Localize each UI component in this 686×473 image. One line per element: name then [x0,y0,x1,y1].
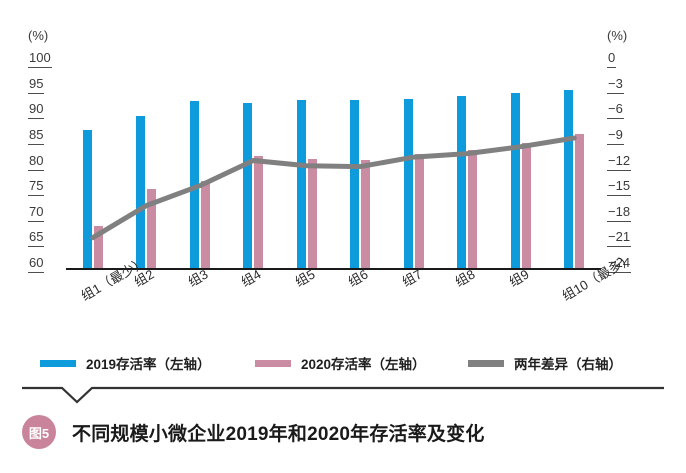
bar-2019 [189,101,199,268]
left-axis-tick-label: 85 [28,127,45,145]
right-axis-tick: −3 [607,76,647,94]
left-axis-tick: 70 [28,204,64,222]
right-axis-tick-label: −6 [607,101,624,120]
bar-2019 [510,92,520,268]
left-axis-tick-label: 90 [28,101,45,120]
right-axis-tick-label: −18 [607,204,632,222]
bar-2019 [82,130,92,268]
left-axis-tick-label: 80 [28,153,45,171]
legend-label: 2020存活率（左轴） [301,357,426,372]
bar-2020 [414,153,424,268]
right-axis-tick: −12 [607,153,647,171]
chart-legend: 2019存活率（左轴） 2020存活率（左轴） 两年差异（右轴） [0,352,686,378]
bar-2019 [403,99,413,268]
left-axis-tick: 95 [28,76,64,94]
bar-2019 [243,103,253,268]
legend-2019[interactable]: 2019存活率（左轴） [40,352,211,374]
right-axis-tick-label: −3 [607,76,624,94]
legend-diff[interactable]: 两年差异（右轴） [468,352,622,374]
right-axis-tick-label: −12 [607,153,632,171]
legend-swatch-icon [40,359,76,367]
left-axis-tick: 85 [28,127,64,145]
legend-2020[interactable]: 2020存活率（左轴） [255,352,426,374]
left-axis-tick-label: 60 [28,255,45,273]
bar-2020 [200,181,210,268]
bar-2019 [457,95,467,268]
left-axis-tick: 60 [28,255,64,273]
left-axis-tick: 65 [28,229,64,248]
left-axis-tick: 80 [28,153,64,171]
legend-swatch-icon [255,359,291,367]
right-axis-tick-label: −9 [607,127,624,145]
left-axis-unit: (%) [28,28,49,43]
left-axis-tick: 75 [28,178,64,197]
right-axis-tick: −9 [607,127,647,145]
right-axis-tick: 0 [607,50,647,68]
bar-2019 [350,100,360,268]
right-axis-tick-label: −21 [607,229,632,248]
x-axis-line [66,268,601,270]
bar-2020 [521,143,531,268]
right-axis-tick-label: 0 [607,50,617,68]
bars-layer [66,60,601,268]
right-axis-tick-label: −15 [607,178,632,197]
left-axis-tick-label: 75 [28,178,45,197]
chart-plot-area: (%) (%) 100 95 90 85 80 75 70 65 60 0 −3 −6 −9 −12 −1… [28,28,647,338]
bar-2020 [147,189,157,268]
bar-2020 [93,226,103,268]
left-axis-tick-label: 70 [28,204,45,222]
right-axis-tick: −15 [607,178,647,197]
legend-label: 两年差异（右轴） [514,357,622,372]
section-divider [22,386,664,406]
right-axis-tick-label: −24 [607,255,632,273]
right-axis-tick: −18 [607,204,647,222]
bar-2020 [575,134,585,268]
bar-2020 [307,158,317,268]
right-axis-unit: (%) [607,28,628,43]
left-axis-tick-label: 65 [28,229,45,248]
left-axis-tick: 90 [28,101,64,120]
right-axis-tick: −21 [607,229,647,248]
legend-label: 2019存活率（左轴） [86,357,211,372]
left-axis-tick: 100 [28,50,64,68]
bar-2019 [296,100,306,268]
legend-swatch-icon [468,359,504,367]
bar-2020 [254,156,264,268]
bar-2019 [136,115,146,268]
x-axis-labels: 组1（最少） 组2 组3 组4 组5 组6 组7 组8 组9 组10（最多） [66,251,636,338]
figure-number-badge: 图5 [22,415,56,449]
bar-2020 [468,150,478,268]
right-axis-tick: −24 [607,255,647,273]
bar-2020 [361,159,371,268]
right-axis-tick: −6 [607,101,647,120]
figure-caption-text: 不同规模小微企业2019年和2020年存活率及变化 [72,423,485,445]
left-axis-tick-label: 100 [28,50,52,68]
figure-caption: 图5 不同规模小微企业2019年和2020年存活率及变化 [22,408,664,456]
bar-2019 [564,89,574,268]
left-axis-tick-label: 95 [28,76,45,94]
